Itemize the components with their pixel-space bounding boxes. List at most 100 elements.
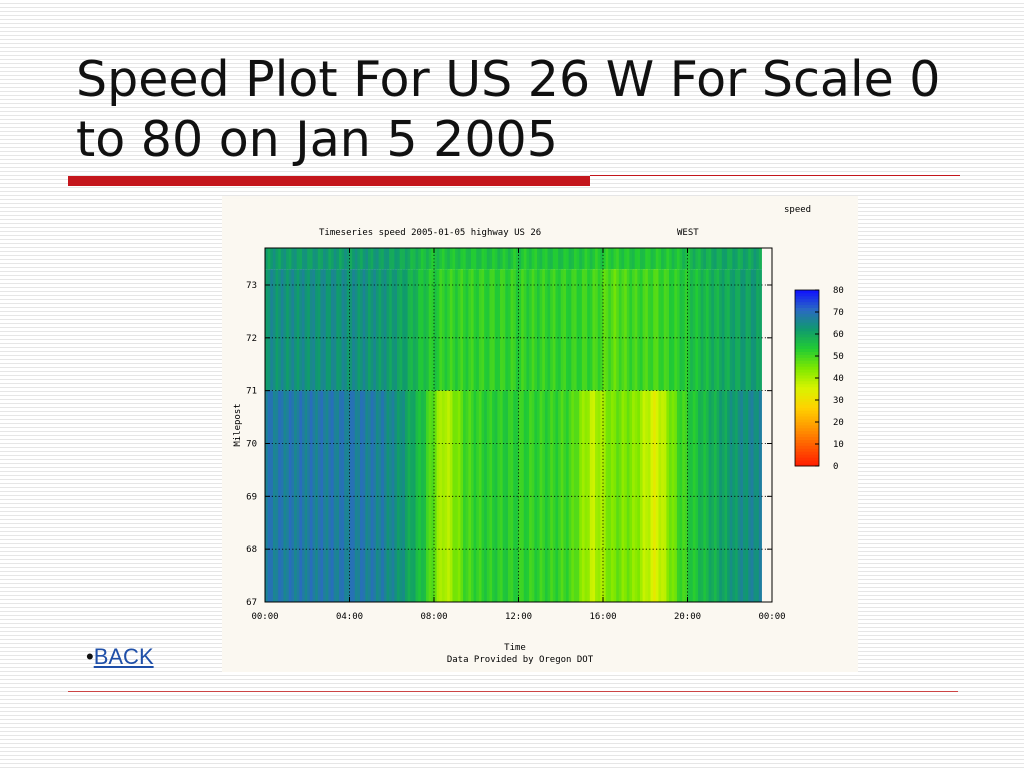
heatmap-cell xyxy=(307,269,311,391)
heatmap-cell xyxy=(412,248,417,270)
heatmap-cell xyxy=(552,269,556,391)
heatmap-cell xyxy=(286,390,290,602)
heatmap-cell xyxy=(407,269,411,391)
heatmap-cell xyxy=(605,248,609,270)
heatmap-cell xyxy=(394,269,398,391)
heatmap-cell xyxy=(272,390,277,602)
heatmap-cell xyxy=(711,390,715,602)
heatmap-cell xyxy=(555,390,559,602)
heatmap-cell xyxy=(447,269,451,391)
heatmap-cell xyxy=(338,248,343,270)
heatmap-cell xyxy=(378,269,382,391)
heatmap-cell xyxy=(713,390,718,602)
heatmap-cell xyxy=(494,248,498,270)
heatmap-cell xyxy=(600,248,604,270)
heatmap-cell xyxy=(526,248,530,270)
heatmap-cell xyxy=(505,269,509,391)
heatmap-cell xyxy=(632,269,636,391)
heatmap-cell xyxy=(542,248,546,270)
heatmap-cell xyxy=(523,248,527,270)
heatmap-cell xyxy=(724,248,728,270)
heatmap-cell xyxy=(502,269,506,391)
heatmap-cell xyxy=(603,269,607,391)
heatmap-cell xyxy=(431,248,435,270)
heatmap-cell xyxy=(711,248,715,270)
heatmap-cell xyxy=(338,269,343,391)
heatmap-cell xyxy=(328,269,332,391)
heatmap-cell xyxy=(378,390,382,602)
heatmap-cell xyxy=(360,248,364,270)
heatmap-cell xyxy=(357,248,361,270)
heatmap-cell xyxy=(309,248,314,270)
heatmap-cell xyxy=(756,269,760,391)
colorbar-swatch xyxy=(795,436,819,440)
heatmap-cell xyxy=(663,390,667,602)
heatmap-cell xyxy=(497,248,501,270)
heatmap-cell xyxy=(621,248,625,270)
heatmap-cell xyxy=(684,269,688,391)
heatmap-cell xyxy=(676,390,681,602)
heatmap-cell xyxy=(341,269,345,391)
heatmap-cell xyxy=(333,248,337,270)
heatmap-cell xyxy=(515,269,519,391)
heatmap-cell xyxy=(492,269,496,391)
heatmap-cell xyxy=(375,269,380,391)
back-link[interactable]: BACK xyxy=(93,644,154,669)
colorbar-swatch xyxy=(795,416,819,420)
heatmap-cell xyxy=(439,390,443,602)
heatmap-cell xyxy=(521,390,525,602)
heatmap-cell xyxy=(676,248,681,270)
heatmap-cell xyxy=(584,248,588,270)
heatmap-cell xyxy=(341,390,345,602)
heatmap-cell xyxy=(724,390,728,602)
heatmap-cell xyxy=(391,390,395,602)
heatmap-cell xyxy=(317,390,321,602)
heatmap-cell xyxy=(452,390,456,602)
heatmap-cell xyxy=(698,248,702,270)
heatmap-cell xyxy=(705,269,710,391)
heatmap-cell xyxy=(682,269,686,391)
heatmap-cell xyxy=(544,390,549,602)
colorbar-tick-label: 70 xyxy=(833,308,844,318)
heatmap-cell xyxy=(650,248,654,270)
heatmap-cell xyxy=(497,269,501,391)
heatmap-cell xyxy=(436,248,440,270)
heatmap-cell xyxy=(576,269,580,391)
heatmap-cell xyxy=(613,390,617,602)
heatmap-cell xyxy=(661,269,665,391)
heatmap-cell xyxy=(595,269,599,391)
heatmap-cell xyxy=(280,248,284,270)
heatmap-cell xyxy=(676,269,681,391)
heatmap-cell xyxy=(650,269,654,391)
heatmap-cell xyxy=(608,390,612,602)
heatmap-cell xyxy=(616,390,620,602)
heatmap-cell xyxy=(595,390,599,602)
heatmap-cell xyxy=(457,248,461,270)
heatmap-cell xyxy=(349,248,353,270)
grid-lines xyxy=(265,248,772,602)
heatmap-cell xyxy=(402,269,406,391)
heatmap-cell xyxy=(592,390,596,602)
heatmap-cell xyxy=(278,248,282,270)
heatmap-cell xyxy=(716,248,720,270)
heatmap-cell xyxy=(758,248,762,270)
heatmap-cell xyxy=(544,248,549,270)
heatmap-cell xyxy=(679,248,683,270)
heatmap-cell xyxy=(478,269,483,391)
heatmap-cell xyxy=(589,269,593,391)
heatmap-cell xyxy=(470,248,475,270)
heatmap-cell xyxy=(272,269,277,391)
colorbar-swatch xyxy=(795,407,819,411)
heatmap-cell xyxy=(735,248,739,270)
heatmap-cell xyxy=(732,248,736,270)
colorbar-swatch xyxy=(795,339,819,344)
colorbar-swatch xyxy=(795,454,819,458)
heatmap-cell xyxy=(616,248,620,270)
colorbar-swatch xyxy=(795,430,819,435)
y-tick-label: 71 xyxy=(246,387,257,397)
heatmap-cell xyxy=(286,248,290,270)
heatmap-cell xyxy=(312,248,316,270)
y-tick-label: 67 xyxy=(246,598,257,608)
colorbar-swatch xyxy=(795,331,819,335)
heatmap-cell xyxy=(735,269,739,391)
